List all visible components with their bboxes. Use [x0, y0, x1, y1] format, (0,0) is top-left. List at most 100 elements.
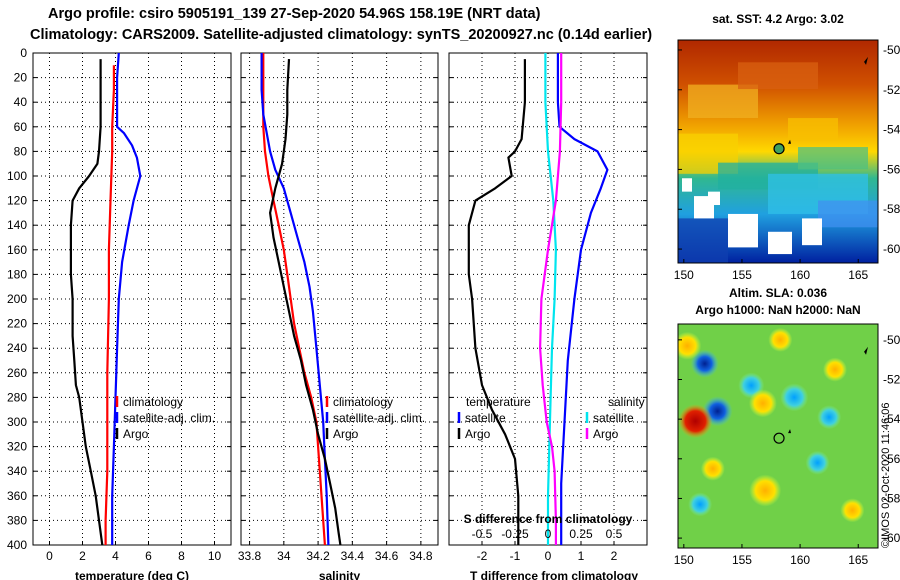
legend-label: satellite-adj. clim.	[333, 411, 425, 425]
legend-title-salinity: salinity	[608, 395, 645, 409]
depth-tick-label: 400	[7, 538, 27, 552]
argo-position-marker	[773, 432, 785, 444]
sla-blob	[840, 498, 865, 523]
island-marker	[788, 429, 792, 434]
sla-map-title: Altim. SLA: 0.036	[729, 286, 827, 300]
s-tick-label: 0.25	[569, 527, 593, 541]
map-field	[678, 324, 878, 548]
series-line-t-satellite	[556, 53, 609, 545]
island-marker	[864, 346, 869, 355]
sla-blob	[748, 389, 777, 418]
depth-tick-label: 60	[14, 120, 28, 134]
sst-patch	[688, 84, 758, 119]
depth-tick-label: 100	[7, 169, 27, 183]
sla-blob	[768, 327, 793, 352]
x-tick-label: 10	[208, 549, 222, 563]
x-tick-label: -1	[510, 549, 521, 563]
series-line-climatology	[262, 53, 326, 546]
missing-data-patch	[728, 213, 758, 248]
sla-map-subtitle: Argo h1000: NaN h2000: NaN	[695, 303, 860, 317]
s-axis-label: S difference from climatology	[464, 512, 633, 526]
legend-title-temperature: temperature	[466, 395, 531, 409]
sla-blob	[700, 456, 725, 481]
depth-tick-label: 120	[7, 194, 27, 208]
map-y-tick-label: -50	[883, 43, 900, 57]
sla-blob	[817, 405, 842, 430]
s-tick-label: 0	[545, 527, 552, 541]
series-line-argo	[269, 59, 342, 546]
x-tick-label: 34	[277, 549, 291, 563]
s-tick-label: -0.5	[472, 527, 493, 541]
map-frame	[677, 323, 879, 549]
x-axis-label: T difference from climatology	[470, 569, 638, 580]
legend-label: satellite-adj. clim.	[123, 411, 215, 425]
x-axis-label: salinity	[319, 569, 361, 580]
panel-salinity: 33.8 34 34.2 34.4 34.6 34.8 salinity climatolog…	[238, 52, 439, 580]
s-tick-label: -0.25	[501, 527, 529, 541]
series-line-climatology	[104, 65, 116, 545]
depth-tick-label: 160	[7, 243, 27, 257]
legend-label: Argo	[593, 427, 619, 441]
island-marker	[788, 139, 792, 144]
map-y-tick-label: -58	[883, 491, 900, 505]
legend-label: Argo	[465, 427, 491, 441]
header-line-2: Climatology: CARS2009. Satellite-adjuste…	[30, 27, 653, 43]
panel-difference: -2 -1 0 1 2 T difference from climatology temp…	[448, 52, 648, 580]
series-line-satellite-adj-clim-	[111, 52, 142, 545]
depth-tick-label: 340	[7, 464, 27, 478]
x-tick-label: 2	[79, 549, 86, 563]
sla-blob	[805, 450, 830, 475]
map-x-tick-label: 150	[674, 553, 694, 567]
missing-data-patch	[682, 178, 692, 192]
sst-patch	[788, 118, 838, 141]
map-x-tick-label: 150	[674, 268, 694, 282]
depth-tick-label: 180	[7, 267, 27, 281]
x-tick-label: 34.4	[341, 549, 365, 563]
map-sla_map: 150 155 160 165 -50 -52 -54 -56 -58 -60	[674, 323, 900, 567]
legend-label: satellite	[593, 411, 634, 425]
map-field	[678, 40, 878, 263]
x-tick-label: 2	[611, 549, 618, 563]
map-y-tick-label: -56	[883, 162, 900, 176]
x-tick-label: 1	[578, 549, 585, 563]
island-marker	[864, 56, 869, 65]
x-axis-label: temperature (deg C)	[75, 569, 189, 580]
x-tick-label: 34.8	[409, 549, 433, 563]
depth-tick-label: 220	[7, 317, 27, 331]
map-sst_map: 150 155 160 165 -50 -52 -54 -56 -58 -60	[674, 39, 900, 282]
legend-label: satellite	[465, 411, 506, 425]
maps-group: sat. SST: 4.2 Argo: 3.02 150 155 160 165 -50 -…	[674, 12, 900, 567]
map-frame	[677, 39, 879, 264]
depth-tick-label: 0	[20, 46, 27, 60]
map-x-tick-label: 155	[732, 553, 752, 567]
sla-blob	[678, 404, 713, 439]
series-line-argo	[69, 59, 104, 546]
legend-label: Argo	[123, 427, 149, 441]
panel-frame	[240, 52, 439, 546]
x-tick-label: 6	[145, 549, 152, 563]
depth-tick-label: 260	[7, 366, 27, 380]
map-x-tick-label: 160	[790, 553, 810, 567]
depth-tick-label: 360	[7, 489, 27, 503]
x-tick-label: 4	[112, 549, 119, 563]
x-tick-label: 34.6	[375, 549, 399, 563]
map-x-tick-label: 155	[732, 268, 752, 282]
missing-data-patch	[708, 191, 720, 206]
missing-data-patch	[768, 231, 792, 255]
map-y-tick-label: -54	[883, 412, 900, 426]
x-tick-label: 33.8	[238, 549, 262, 563]
map-y-tick-label: -50	[883, 333, 900, 347]
map-x-tick-label: 165	[848, 268, 868, 282]
map-x-tick-label: 160	[790, 268, 810, 282]
missing-data-patch	[802, 218, 822, 246]
credit-text: ©IMOS 02-Oct-2020 11:46:06	[880, 403, 892, 548]
sst-patch	[818, 200, 878, 228]
series-line-s-satellite	[544, 53, 558, 545]
sla-blob	[749, 474, 782, 507]
sla-blob	[688, 492, 713, 517]
sla-blob	[678, 331, 702, 360]
x-tick-label: 0	[46, 549, 53, 563]
sst-patch	[738, 62, 818, 90]
x-tick-label: 34.2	[306, 549, 330, 563]
depth-tick-label: 300	[7, 415, 27, 429]
